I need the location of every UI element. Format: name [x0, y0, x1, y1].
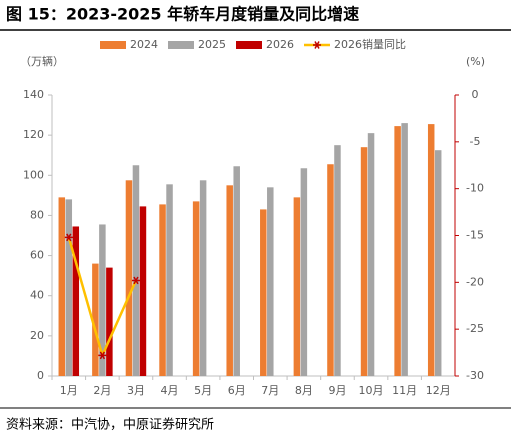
- bar: [58, 197, 66, 376]
- bar: [293, 197, 301, 376]
- legend-marker: [313, 41, 321, 49]
- bar: [394, 126, 401, 376]
- y2-tick-label: -10: [466, 182, 484, 195]
- legend-label: 2024: [130, 38, 158, 51]
- source: 资料来源：中汽协，中原证券研究所: [6, 417, 214, 433]
- bar: [401, 123, 408, 376]
- x-tick-label: 5月: [194, 384, 212, 397]
- bar: [72, 226, 80, 376]
- y-tick-label: 0: [37, 369, 44, 382]
- bar: [106, 267, 113, 376]
- y2-tick-label: -25: [466, 322, 484, 335]
- y-tick-label: 100: [23, 168, 44, 181]
- bar: [199, 180, 207, 376]
- marker: [131, 276, 140, 285]
- y2-tick-label: -20: [466, 275, 484, 288]
- legend-swatch: [236, 41, 262, 49]
- bar: [159, 204, 166, 376]
- y-tick-label: 80: [30, 208, 44, 221]
- y-tick-label: 120: [23, 128, 44, 141]
- bar: [92, 263, 99, 376]
- y2-tick-label: -30: [466, 369, 484, 382]
- y-tick-label: 60: [30, 249, 44, 262]
- bar: [334, 145, 341, 376]
- legend-swatch: [100, 41, 126, 49]
- legend-swatch: [168, 41, 194, 49]
- bar: [260, 209, 267, 376]
- x-tick-label: 2月: [93, 384, 111, 397]
- x-tick-label: 6月: [228, 384, 246, 397]
- legend-label: 2026: [266, 38, 294, 51]
- bar: [427, 124, 435, 376]
- x-tick-label: 8月: [295, 384, 313, 397]
- x-tick-label: 3月: [127, 384, 145, 397]
- bar: [132, 165, 140, 376]
- bar: [192, 201, 200, 376]
- bar: [125, 180, 133, 376]
- y-tick-label: 140: [23, 88, 44, 101]
- legend-label: 2026销量同比: [334, 37, 406, 51]
- bar: [166, 184, 173, 376]
- bar: [267, 187, 274, 376]
- y-axis-label: （万辆）: [20, 54, 64, 68]
- x-tick-label: 11月: [392, 384, 417, 397]
- y2-axis-label: (%): [466, 55, 485, 68]
- bar: [139, 206, 147, 376]
- bar: [226, 185, 233, 376]
- x-tick-label: 9月: [328, 384, 346, 397]
- y2-tick-label: -15: [466, 229, 484, 242]
- x-tick-label: 7月: [261, 384, 279, 397]
- bar: [434, 150, 442, 376]
- marker: [64, 233, 73, 242]
- chart-title: 图 15：2023-2025 年轿车月度销量及同比增速: [6, 5, 359, 24]
- bar: [300, 168, 308, 376]
- y-tick-label: 40: [30, 289, 44, 302]
- x-tick-label: 1月: [60, 384, 78, 397]
- marker: [98, 351, 107, 360]
- x-tick-label: 12月: [426, 384, 451, 397]
- y2-tick-label: 0: [472, 88, 479, 101]
- y-tick-label: 20: [30, 329, 44, 342]
- legend-label: 2025: [198, 38, 226, 51]
- bar: [99, 224, 106, 376]
- bar: [360, 147, 368, 376]
- bar: [233, 166, 240, 376]
- y2-tick-label: -5: [470, 135, 481, 148]
- x-tick-label: 4月: [161, 384, 179, 397]
- x-tick-label: 10月: [359, 384, 384, 397]
- bar: [65, 199, 73, 376]
- bar: [367, 133, 375, 376]
- bar: [327, 164, 334, 376]
